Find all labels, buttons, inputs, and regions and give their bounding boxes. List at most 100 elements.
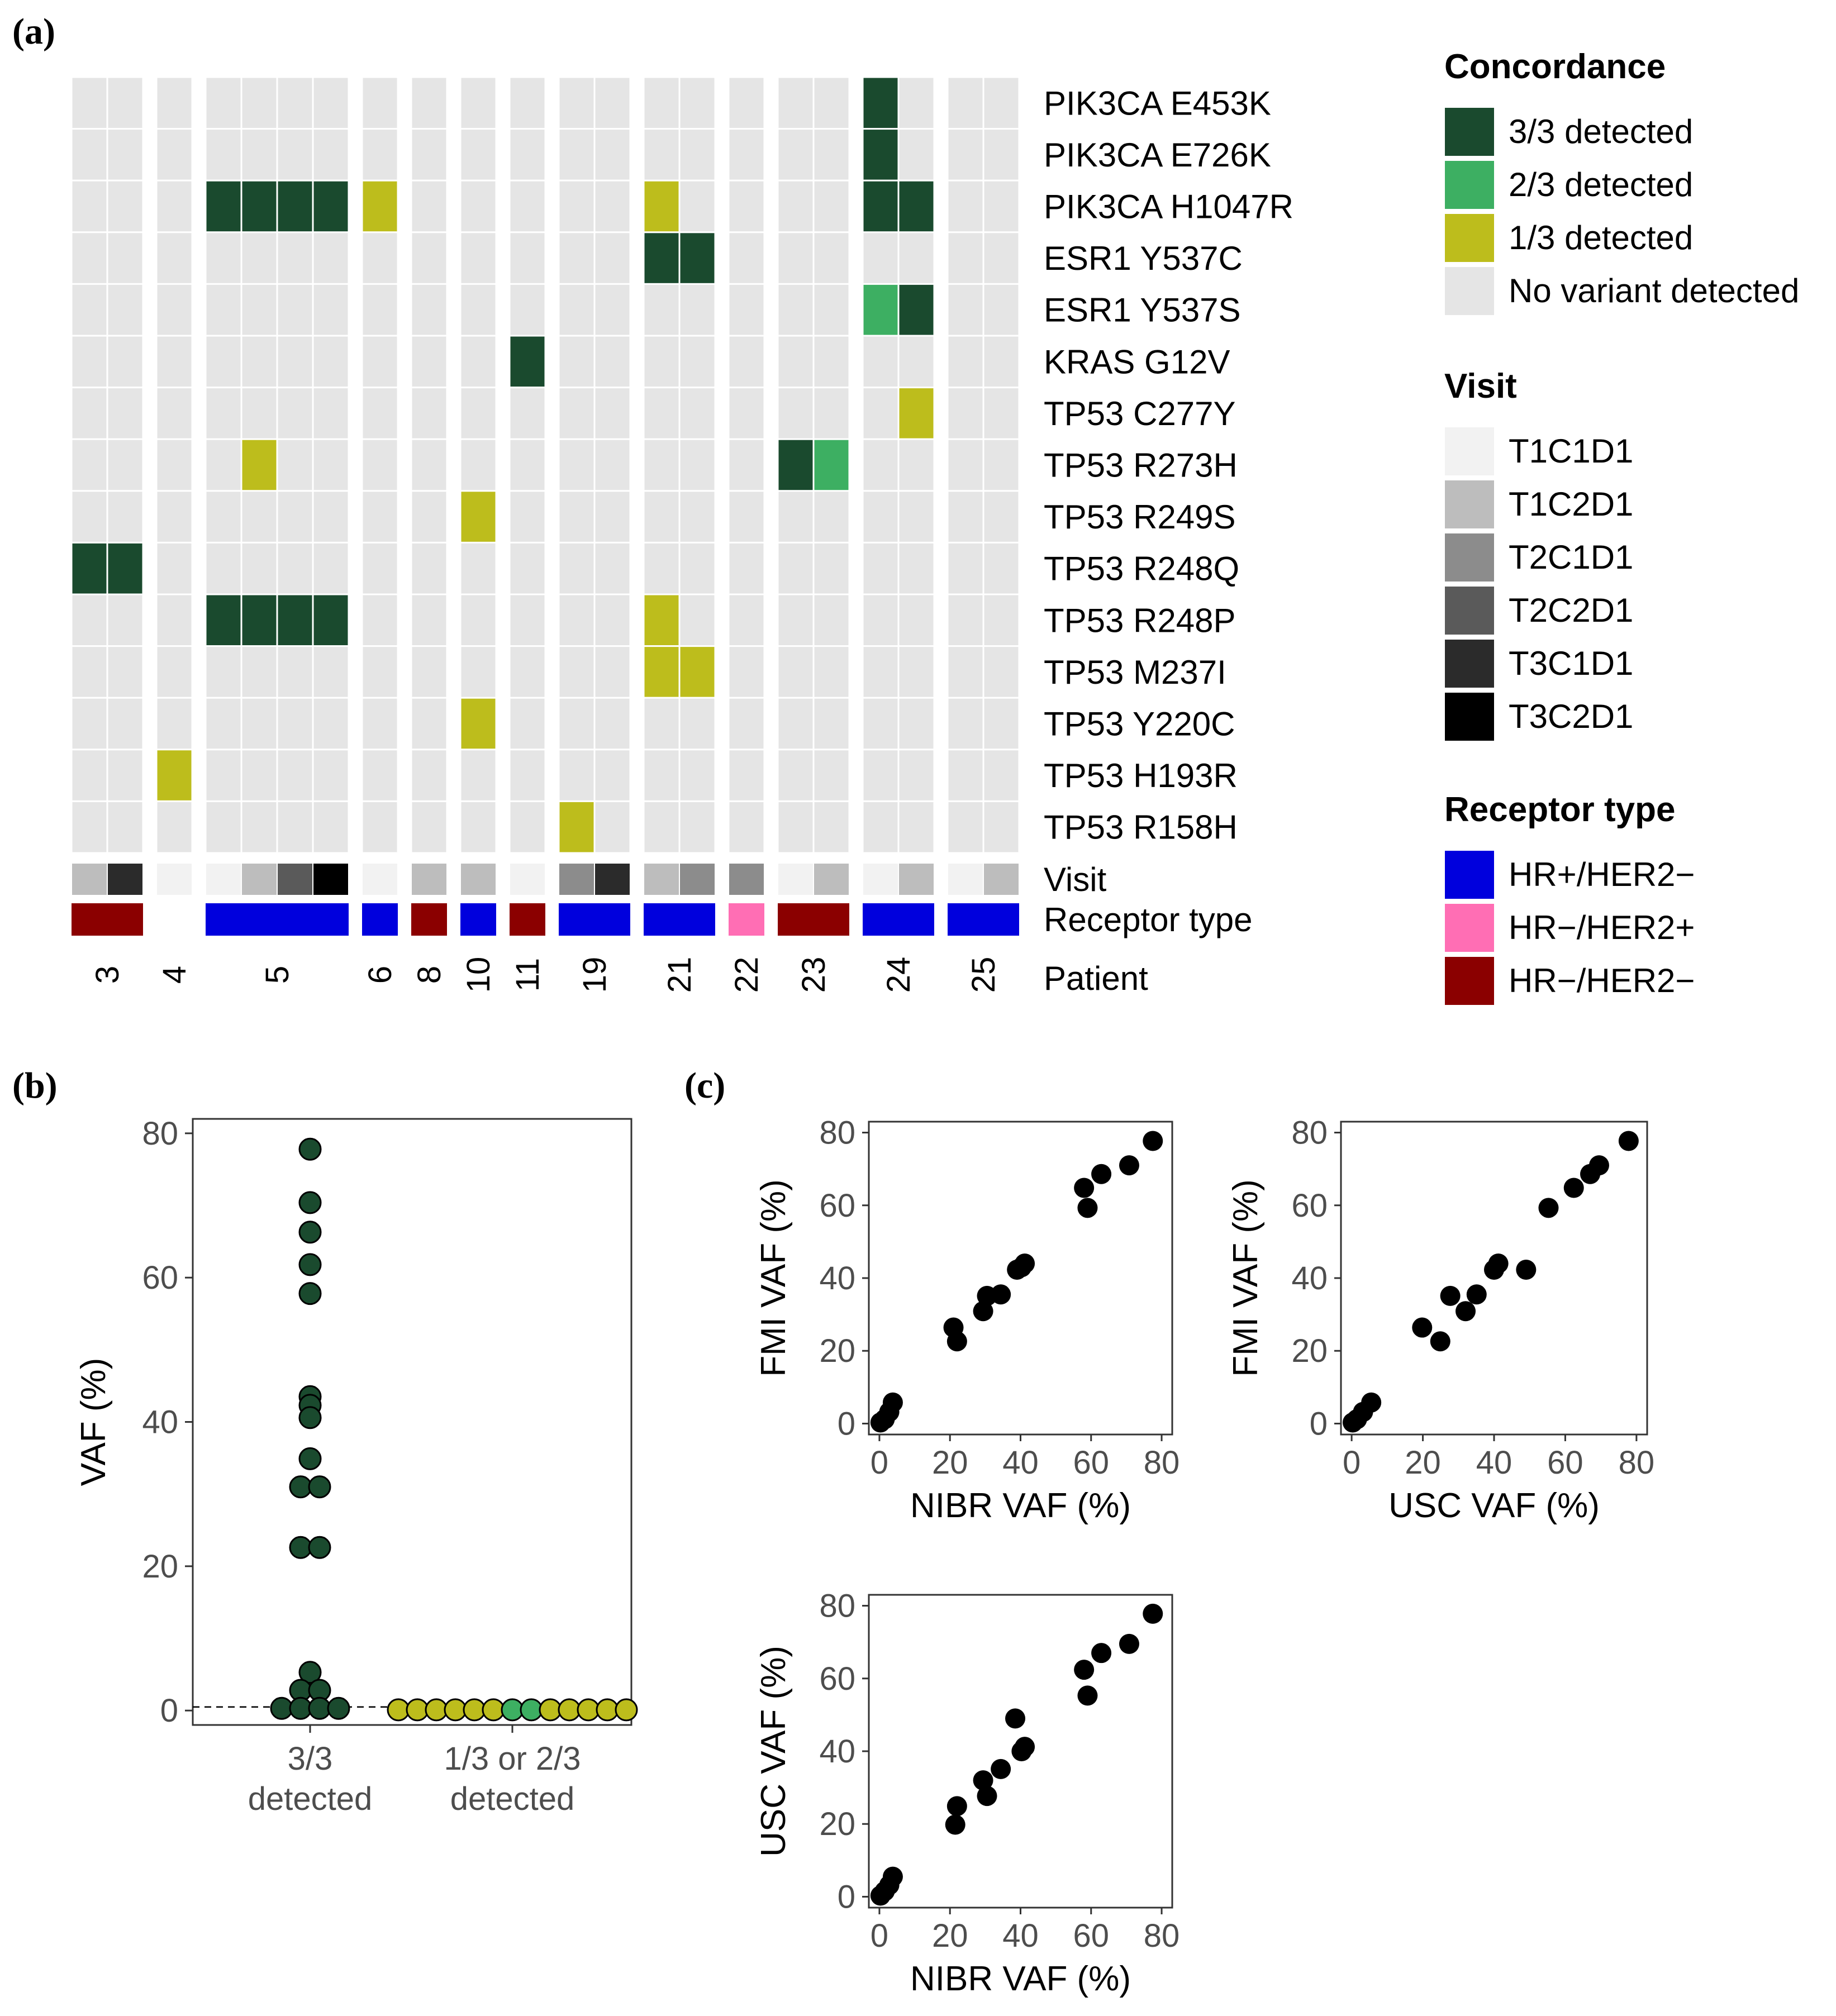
heatmap-cell-tp53-y220c-p25-v0	[946, 697, 984, 751]
heatmap-cell-tp53-y220c-p23-v1	[812, 697, 850, 751]
heatmap-cell-tp53-y220c-p6-v0	[361, 697, 399, 751]
heatmap-cell-tp53-r248q-p21-v1	[678, 541, 716, 595]
legend-key-visit-t1c2d1	[1444, 479, 1495, 530]
heatmap-cell-esr1-y537s-p24-v1	[897, 283, 935, 337]
heatmap-cell-esr1-y537c-p25-v1	[982, 231, 1020, 285]
patient-label-3: 3	[89, 966, 126, 984]
heatmap-cell-tp53-h193r-p23-v0	[777, 749, 815, 802]
scatter-c1-ylabel: FMI VAF (%)	[754, 1179, 793, 1377]
heatmap-cell-tp53-r158h-p5-v0	[204, 800, 242, 854]
dotplot-point-g1-2	[425, 1698, 448, 1722]
visit-cell-p21-v1	[679, 862, 716, 896]
visit-cell-p8-v0	[411, 862, 448, 896]
heatmap-cell-pik3ca-h1047r-p3-v1	[106, 179, 144, 233]
heatmap-cell-esr1-y537s-p11-v0	[508, 283, 546, 337]
heatmap-cell-kras-g12v-p24-v0	[862, 335, 900, 389]
heatmap-panel-a: PIK3CA E453K PIK3CA E726K PIK3CA H1047R ESR…	[70, 76, 1293, 997]
scatter-c3-point-15	[1119, 1633, 1139, 1654]
heatmap-cell-pik3ca-e453k-p25-v0	[946, 76, 984, 130]
visit-cell-p6-v0	[362, 862, 398, 896]
heatmap-cell-esr1-y537s-p23-v1	[812, 283, 850, 337]
scatter-c2-xtick-label-0: 0	[1343, 1445, 1361, 1481]
heatmap-cell-tp53-h193r-p24-v1	[897, 749, 935, 802]
legend-key-receptor-type-hr-her2	[1444, 850, 1495, 900]
scatter-c3-ytick-label-20: 20	[819, 1806, 855, 1842]
dotplot-point-g1-12	[615, 1698, 638, 1722]
heatmap-cell-tp53-r248p-p19-v0	[558, 593, 596, 647]
scatter-c1-ytick-label-80: 80	[819, 1115, 855, 1151]
legend-label-receptor-type-hr-her2: HR−/HER2−	[1509, 962, 1695, 999]
heatmap-cell-tp53-h193r-p5-v3	[312, 749, 350, 802]
dotplot-point-g0-10	[308, 1475, 331, 1499]
heatmap-cell-esr1-y537c-p24-v1	[897, 231, 935, 285]
dotplot-point-g1-10	[577, 1698, 600, 1722]
heatmap-cell-tp53-y220c-p5-v3	[312, 697, 350, 751]
heatmap-cell-pik3ca-e453k-p21-v0	[643, 76, 681, 130]
heatmap-cell-tp53-r248q-p23-v1	[812, 541, 850, 595]
heatmap-cell-esr1-y537s-p23-v0	[777, 283, 815, 337]
heatmap-cell-tp53-r273h-p11-v0	[508, 438, 546, 492]
heatmap-cell-tp53-r249s-p22-v0	[727, 490, 765, 544]
heatmap-cell-tp53-m237i-p3-v0	[70, 645, 108, 699]
heatmap-cell-tp53-r273h-p10-v0	[459, 438, 497, 492]
heatmap-cell-tp53-c277y-p10-v0	[459, 387, 497, 440]
annotation-label-receptor: Receptor type	[1044, 901, 1253, 938]
heatmap-cell-esr1-y537c-p25-v0	[946, 231, 984, 285]
visit-cell-p11-v0	[509, 862, 546, 896]
heatmap-cell-kras-g12v-p21-v1	[678, 335, 716, 389]
heatmap-cell-tp53-r248p-p6-v0	[361, 593, 399, 647]
heatmap-cell-tp53-h193r-p23-v1	[812, 749, 850, 802]
scatter-c2-ylabel: FMI VAF (%)	[1226, 1179, 1265, 1377]
heatmap-cell-pik3ca-e453k-p19-v1	[593, 76, 631, 130]
heatmap-cell-tp53-r273h-p23-v1	[812, 438, 850, 492]
heatmap-cell-pik3ca-e726k-p19-v0	[558, 128, 596, 182]
heatmap-cell-tp53-r158h-p21-v0	[643, 800, 681, 854]
heatmap-cell-tp53-r248p-p4-v0	[155, 593, 193, 647]
heatmap-cell-pik3ca-e726k-p11-v0	[508, 128, 546, 182]
heatmap-cell-tp53-c277y-p5-v1	[240, 387, 278, 440]
scatter-c3-xtick-label-40: 40	[1002, 1918, 1039, 1954]
legend-title-concordance: Concordance	[1444, 47, 1666, 86]
heatmap-cell-esr1-y537s-p24-v0	[862, 283, 900, 337]
visit-cell-p5-v2	[277, 862, 313, 896]
heatmap-cell-tp53-r248p-p25-v0	[946, 593, 984, 647]
scatter-c1-xtick-label-0: 0	[871, 1445, 888, 1481]
heatmap-cell-pik3ca-e726k-p23-v0	[777, 128, 815, 182]
heatmap-cell-tp53-y220c-p24-v1	[897, 697, 935, 751]
heatmap-cell-pik3ca-e726k-p19-v1	[593, 128, 631, 182]
heatmap-cell-tp53-c277y-p19-v0	[558, 387, 596, 440]
heatmap-cell-tp53-r273h-p5-v2	[276, 438, 314, 492]
receptor-cell-p8	[411, 903, 447, 936]
heatmap-cell-tp53-r158h-p23-v0	[777, 800, 815, 854]
row-label-pik3ca-e726k: PIK3CA E726K	[1044, 136, 1271, 174]
heatmap-cell-tp53-c277y-p22-v0	[727, 387, 765, 440]
legend-label-visit-t3c1d1: T3C1D1	[1509, 645, 1633, 682]
panel-label-c: (c)	[684, 1065, 725, 1106]
heatmap-cell-tp53-c277y-p25-v1	[982, 387, 1020, 440]
scatter-c2-xtick-label-40: 40	[1476, 1445, 1512, 1481]
heatmap-cell-esr1-y537c-p5-v2	[276, 231, 314, 285]
heatmap-cell-tp53-c277y-p24-v0	[862, 387, 900, 440]
heatmap-cell-tp53-h193r-p4-v0	[155, 749, 193, 802]
heatmap-cell-pik3ca-h1047r-p25-v0	[946, 179, 984, 233]
heatmap-cell-tp53-r249s-p21-v1	[678, 490, 716, 544]
heatmap-cell-tp53-r248q-p5-v2	[276, 541, 314, 595]
heatmap-cell-pik3ca-h1047r-p23-v0	[777, 179, 815, 233]
dotplot-point-g0-12	[308, 1536, 331, 1559]
patient-label-8: 8	[411, 966, 448, 984]
heatmap-cell-tp53-r158h-p3-v1	[106, 800, 144, 854]
heatmap-cell-tp53-h193r-p3-v0	[70, 749, 108, 802]
visit-cell-p19-v0	[558, 862, 595, 896]
heatmap-cell-tp53-r273h-p24-v1	[897, 438, 935, 492]
heatmap-cell-pik3ca-h1047r-p19-v1	[593, 179, 631, 233]
patient-label-23: 23	[796, 957, 832, 993]
visit-cell-p23-v1	[813, 862, 850, 896]
dotplot-point-g1-8	[539, 1698, 562, 1722]
dotplot-point-g0-9	[289, 1475, 312, 1499]
visit-cell-p5-v3	[312, 862, 349, 896]
heatmap-cell-pik3ca-h1047r-p21-v0	[643, 179, 681, 233]
heatmap-cell-esr1-y537s-p21-v1	[678, 283, 716, 337]
scatter-c1-xtick-label-80: 80	[1144, 1445, 1180, 1481]
heatmap-cell-pik3ca-e726k-p5-v2	[276, 128, 314, 182]
scatter-c2-point-4	[1412, 1317, 1433, 1338]
